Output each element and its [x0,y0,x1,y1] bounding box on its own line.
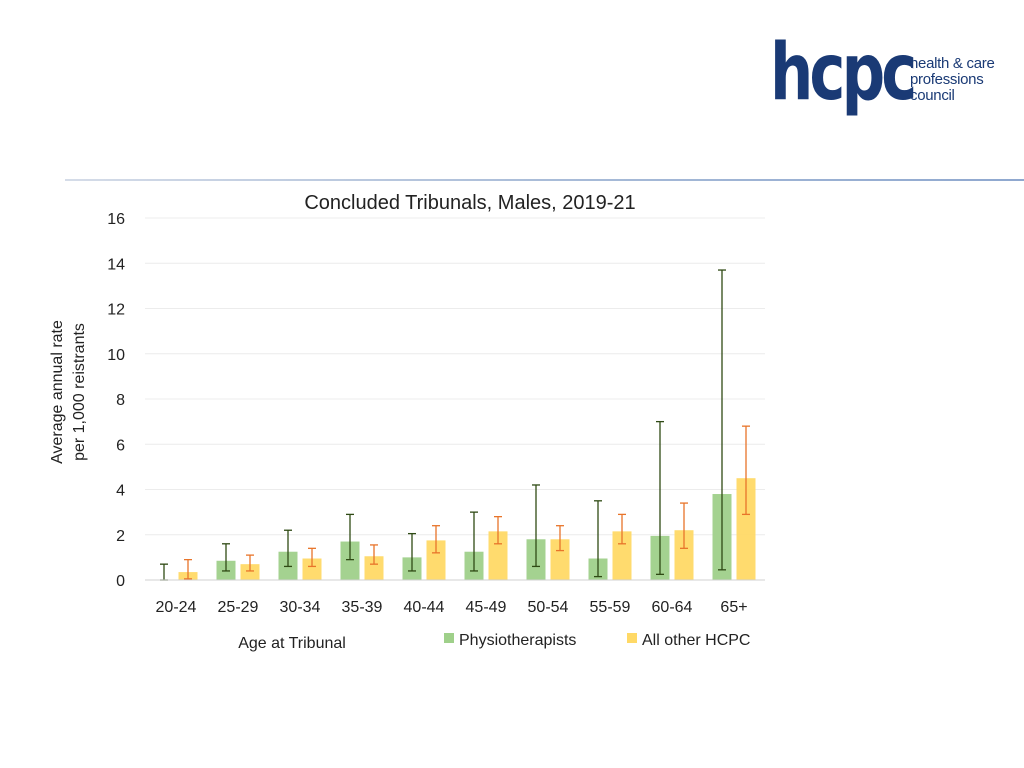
error-bar-all-other-hcpc-60-64 [680,502,688,549]
error-bar-all-other-hcpc-30-34 [308,547,316,568]
bar-all-other-hcpc-50-54 [550,539,570,580]
error-bar-all-other-hcpc-55-59 [618,513,626,545]
y-axis-ticks: 0 2 4 6 8 10 12 14 16 [107,211,125,590]
y-axis-label-line-2: per 1,000 reistrants [71,323,88,461]
error-bar-all-other-hcpc-20-24 [184,558,192,580]
bar-all-other-hcpc-30-34 [302,558,322,580]
y-tick-label-2: 2 [116,528,125,545]
chart-title: Concluded Tribunals, Males, 2019-21 [304,192,635,214]
legend-label-all-other-hcpc: All other HCPC [642,632,750,649]
x-tick-label-60-64: 60-64 [652,599,693,616]
header-divider [65,179,1024,181]
x-axis-ticks: 20-24 25-29 30-34 35-39 40-44 45-49 50-54 55-59… [156,599,748,616]
y-tick-label-12: 12 [107,302,125,319]
bar-all-other-hcpc-45-49 [488,531,508,580]
x-tick-label-25-29: 25-29 [218,599,259,616]
bar-all-other-hcpc-40-44 [426,540,446,580]
x-tick-label-45-49: 45-49 [466,599,507,616]
error-bar-physiotherapists-35-39 [346,513,354,561]
bar-all-other-hcpc-55-59 [612,531,632,580]
y-tick-label-6: 6 [116,437,125,454]
y-tick-label-0: 0 [116,573,125,590]
bars [178,478,756,580]
y-axis-label: Average annual rate per 1,000 reistrants [49,320,88,464]
bar-all-other-hcpc-35-39 [364,556,384,580]
error-bar-all-other-hcpc-50-54 [556,525,564,552]
bar-all-other-hcpc-25-29 [240,564,260,580]
x-tick-label-30-34: 30-34 [280,599,321,616]
legend-label-physiotherapists: Physiotherapists [459,632,576,649]
y-tick-label-16: 16 [107,211,125,228]
error-bar-all-other-hcpc-45-49 [494,516,502,545]
logo-line-1: health & care [910,55,995,72]
y-tick-label-14: 14 [107,256,125,273]
x-tick-label-40-44: 40-44 [404,599,445,616]
error-bar-physiotherapists-50-54 [532,484,540,568]
y-tick-label-10: 10 [107,347,125,364]
error-bar-physiotherapists-40-44 [408,532,416,572]
y-axis-label-line-1: Average annual rate [49,320,66,464]
logo-mark: hcpc [770,28,917,118]
error-bar-physiotherapists-20-24 [160,563,168,581]
error-bar-physiotherapists-55-59 [594,500,602,578]
y-tick-label-8: 8 [116,392,125,409]
logo-wordmark: health & care professions council [910,56,995,104]
hcpc-logo: hcpc health & care professions council [770,34,1010,133]
y-tick-label-4: 4 [116,483,125,500]
logo-line-3: council [910,87,955,104]
error-bar-physiotherapists-45-49 [470,511,478,572]
legend-swatch-all-other-hcpc [627,633,637,643]
error-bar-all-other-hcpc-40-44 [432,525,440,554]
x-tick-label-65: 65+ [720,599,747,616]
gridlines [145,217,765,536]
error-bar-physiotherapists-60-64 [656,420,664,575]
error-bar-physiotherapists-30-34 [284,529,292,568]
x-tick-label-55-59: 55-59 [590,599,631,616]
bar-all-other-hcpc-65 [736,478,756,580]
x-tick-label-50-54: 50-54 [528,599,569,616]
legend: Physiotherapists All other HCPC [444,632,750,649]
error-bar-all-other-hcpc-65 [742,425,750,516]
error-bar-all-other-hcpc-35-39 [370,544,378,565]
logo-line-2: professions [910,71,984,88]
error-bar-physiotherapists-25-29 [222,543,230,572]
error-bars [160,269,750,581]
legend-swatch-physiotherapists [444,633,454,643]
x-tick-label-20-24: 20-24 [156,599,197,616]
x-axis-label: Age at Tribunal [238,635,346,652]
bar-physiotherapists-35-39 [340,541,360,580]
error-bar-all-other-hcpc-25-29 [246,554,254,572]
bar-all-other-hcpc-60-64 [674,530,694,580]
x-tick-label-35-39: 35-39 [342,599,383,616]
error-bar-physiotherapists-65 [718,269,726,571]
